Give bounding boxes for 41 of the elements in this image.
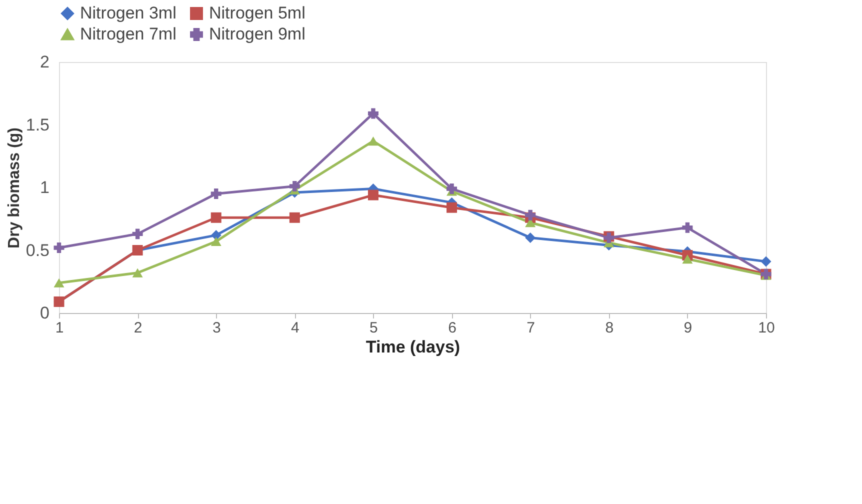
y-axis-title: Dry biomass (g) xyxy=(6,128,23,248)
point xyxy=(54,278,64,288)
point xyxy=(210,236,222,246)
x-tick-label: 7 xyxy=(526,320,536,336)
point xyxy=(132,268,143,278)
y-tick-label: 1.5 xyxy=(26,115,50,134)
point xyxy=(289,212,300,223)
point xyxy=(132,228,143,240)
y-tick-label: 0 xyxy=(40,304,50,322)
legend-label: Nitrogen 9ml xyxy=(209,24,306,44)
y-tick-label: 1 xyxy=(40,178,50,197)
x-tick-label: 9 xyxy=(684,320,692,336)
point xyxy=(446,202,458,213)
point xyxy=(525,210,536,220)
y-tick-label: 0.5 xyxy=(26,240,50,260)
point xyxy=(368,108,378,119)
x-tick-label: 4 xyxy=(290,320,300,336)
point xyxy=(54,242,64,253)
x-tick-label: 10 xyxy=(758,320,775,336)
point xyxy=(525,232,536,243)
point xyxy=(289,181,300,192)
x-tick-label: 1 xyxy=(55,320,64,336)
x-tick-label: 3 xyxy=(212,320,221,336)
point xyxy=(682,222,693,233)
x-axis-title: Time (days) xyxy=(366,338,460,356)
point xyxy=(368,190,378,200)
point xyxy=(210,230,222,240)
point xyxy=(210,212,222,223)
legend-label: Nitrogen 3ml xyxy=(80,4,176,23)
x-tick-label: 5 xyxy=(370,320,378,336)
x-tick-label: 2 xyxy=(134,320,142,336)
point xyxy=(760,256,772,267)
point xyxy=(446,184,458,194)
legend-label: Nitrogen 7ml xyxy=(80,24,176,44)
x-tick-label: 6 xyxy=(448,320,456,336)
point xyxy=(682,254,693,264)
point xyxy=(210,188,222,200)
x-tick-label: 8 xyxy=(605,320,614,336)
point xyxy=(368,136,378,146)
y-tick-label: 2 xyxy=(40,52,50,72)
legend-label: Nitrogen 5ml xyxy=(209,4,306,23)
